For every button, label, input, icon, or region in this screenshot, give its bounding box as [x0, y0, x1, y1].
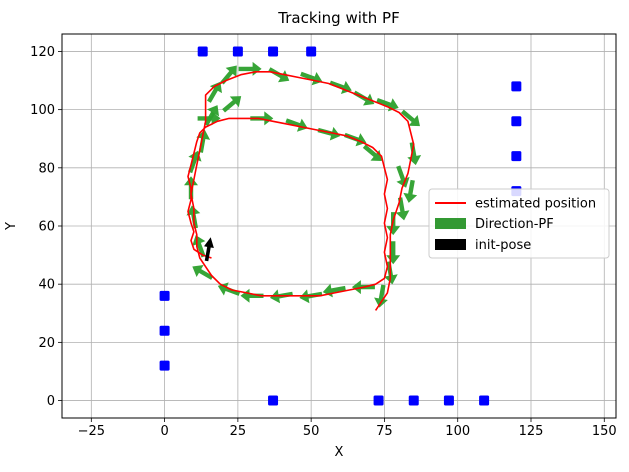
y-tick-label: 80	[38, 161, 55, 176]
direction-arrow	[268, 67, 290, 83]
legend-label-direction-pf: Direction-PF	[475, 217, 554, 232]
landmark-point	[232, 46, 243, 57]
x-tick-label: 100	[445, 424, 470, 439]
landmark-point	[268, 395, 279, 406]
init-pose-arrow	[204, 237, 214, 262]
direction-arrow	[220, 65, 237, 85]
landmark-point	[479, 395, 490, 406]
landmark-point	[159, 290, 170, 301]
direction-arrow	[374, 284, 388, 308]
x-tick-label: −25	[78, 424, 105, 439]
landmark-point	[373, 395, 384, 406]
y-tick-label: 20	[38, 336, 55, 351]
init-pose-marker	[204, 237, 214, 262]
landmark-point	[511, 81, 522, 92]
legend-box	[428, 188, 610, 259]
landmark-point	[306, 46, 317, 57]
legend-label-init-pose: init-pose	[475, 238, 531, 253]
direction-arrow	[396, 165, 410, 188]
direction-arrow	[206, 81, 222, 103]
x-tick-label: 150	[592, 424, 617, 439]
x-tick-label: 75	[376, 424, 393, 439]
y-tick-label: 40	[38, 278, 55, 293]
x-tick-label: 50	[303, 424, 320, 439]
landmark-point	[197, 46, 208, 57]
direction-arrow	[317, 126, 341, 141]
y-tick-label: 60	[38, 220, 55, 235]
direction-arrow	[403, 179, 418, 203]
direction-arrow	[192, 264, 214, 280]
legend: estimated position Direction-PF init-pos…	[428, 188, 610, 259]
landmark-point	[268, 46, 279, 57]
x-tick-label: 0	[160, 424, 168, 439]
landmark-point	[511, 116, 522, 127]
landmark-point	[159, 360, 170, 371]
x-tick-label: 25	[230, 424, 247, 439]
landmark-point	[511, 151, 522, 162]
direction-arrow	[362, 144, 382, 162]
x-tick-label: 125	[519, 424, 544, 439]
y-axis-title: Y	[4, 222, 19, 231]
direction-arrow	[400, 109, 420, 127]
landmark-point	[159, 325, 170, 336]
y-tick-label: 120	[30, 45, 55, 60]
legend-swatch-init-pose	[435, 239, 466, 250]
landmark-point	[408, 395, 419, 406]
y-tick-label: 100	[30, 103, 55, 118]
estimated-path	[187, 71, 415, 311]
chart-title: Tracking with PF	[277, 9, 399, 27]
legend-label-estimated-position: estimated position	[475, 197, 596, 212]
direction-arrow	[285, 118, 308, 132]
direction-arrow	[222, 96, 242, 113]
plot-frame	[61, 33, 617, 419]
axis-ticks: −25 0 25 50 75 100 125 150 0 20 40 60 80 100 120	[30, 45, 617, 439]
direction-arrow	[376, 97, 399, 112]
x-axis-title: X	[335, 445, 344, 460]
legend-swatch-direction-pf	[435, 218, 466, 229]
direction-arrow	[192, 235, 206, 258]
landmark-point	[443, 395, 454, 406]
estimated-position-line	[187, 71, 415, 311]
y-tick-label: 0	[47, 394, 55, 409]
direction-arrow	[204, 105, 220, 127]
